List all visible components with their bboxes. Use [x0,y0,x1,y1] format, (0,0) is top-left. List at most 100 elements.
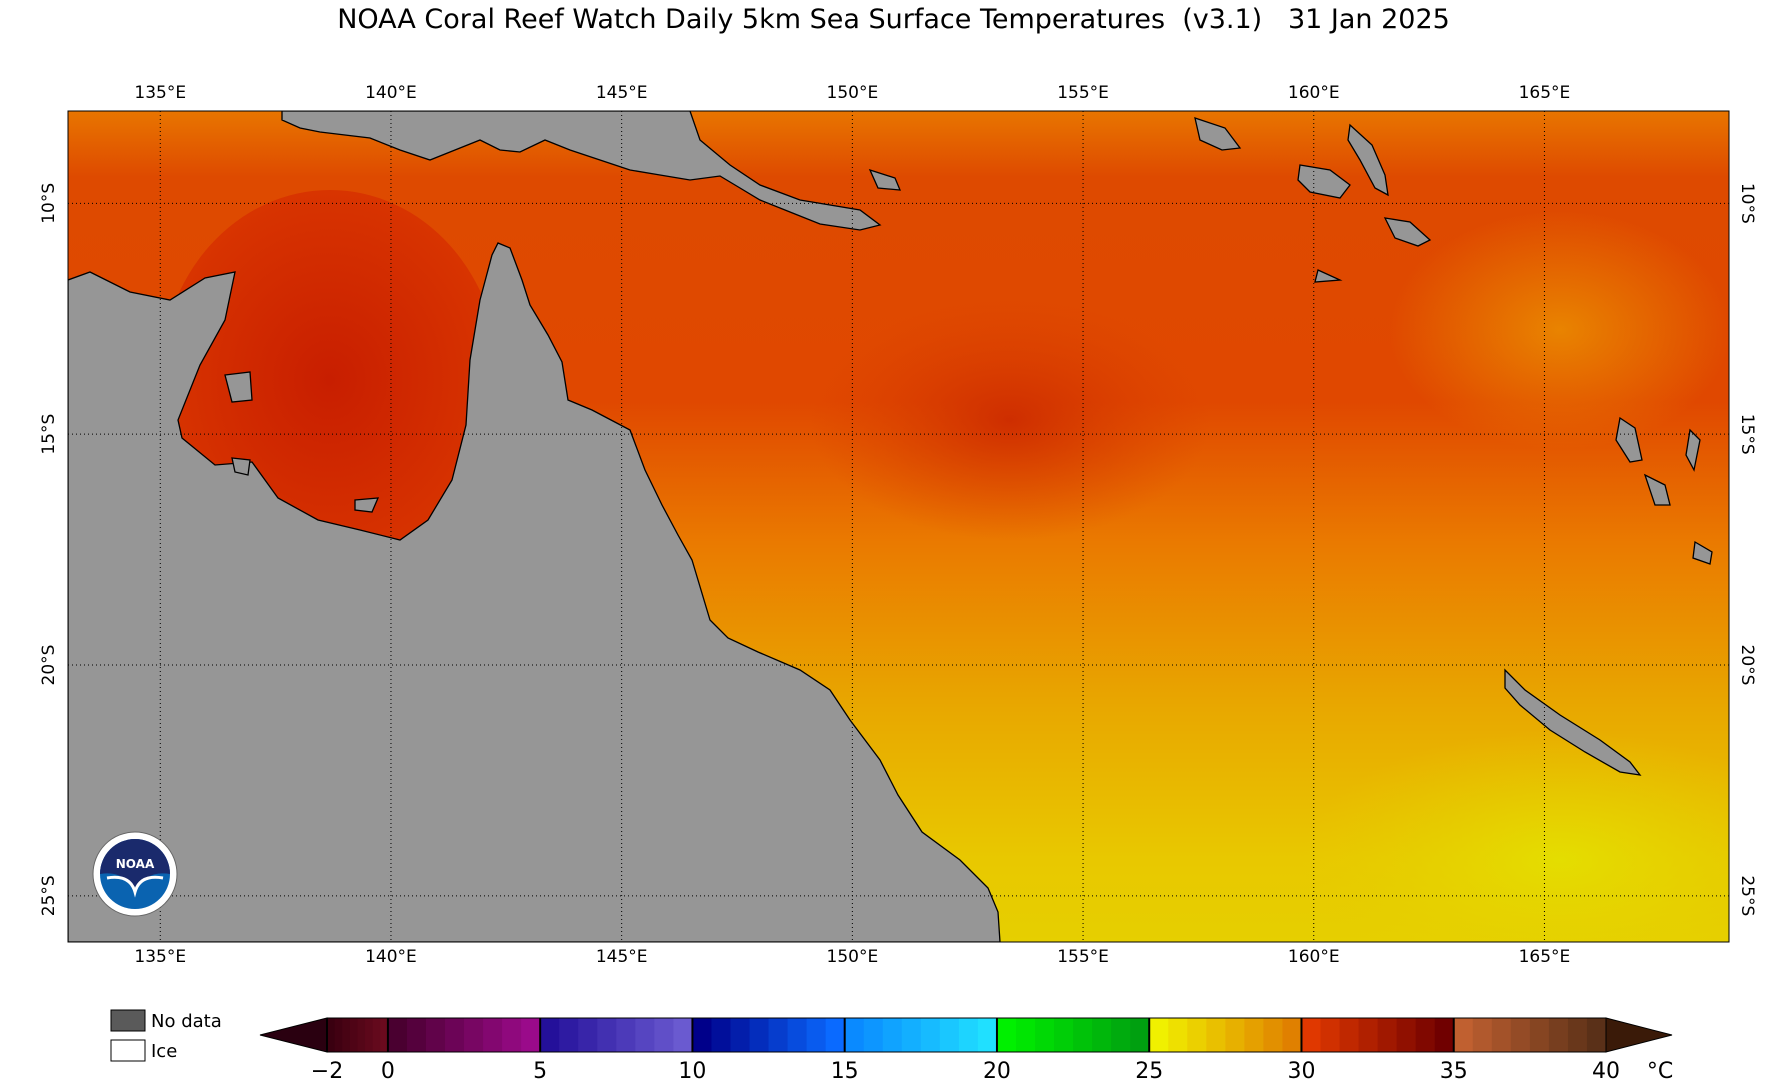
lat-tick-label-right: 20°S [1737,645,1757,686]
colorbar-color-step [863,1018,884,1052]
vanuatu-islands [1615,416,1713,565]
legend-ice: Ice [110,1039,177,1062]
lon-tick-label-bottom: 160°E [1288,947,1340,967]
lon-tick-label-top: 150°E [827,83,879,103]
colorbar-color-step [1377,1018,1398,1052]
map-area [68,111,1729,942]
colorbar-color-step [1054,1018,1074,1052]
colorbar-color-step [901,1018,922,1052]
no-data-swatch [110,1009,146,1032]
lon-tick-label-bottom: 135°E [134,947,186,967]
colorbar-tick-label: 20 [983,1059,1011,1084]
colorbar-color-step [1206,1018,1226,1052]
colorbar-color-step [521,1018,541,1052]
colorbar-over-arrow [1605,1017,1673,1053]
gulf-islands [224,371,380,513]
lon-tick-label-top: 155°E [1057,83,1109,103]
lat-tick-label-left: 20°S [39,645,59,686]
lat-tick-label-right: 15°S [1737,414,1757,455]
colorbar-color-step [616,1018,636,1052]
colorbar-color-step [1320,1018,1341,1052]
colorbar-color-step [483,1018,503,1052]
colorbar-color-step [1472,1018,1493,1052]
lat-tick-label-right: 25°S [1737,875,1757,916]
colorbar-color-step [349,1018,358,1052]
no-data-label: No data [151,1011,222,1032]
colorbar-color-step [1111,1018,1131,1052]
colorbar-color-step [825,1018,846,1052]
colorbar-color-step [1396,1018,1417,1052]
colorbar-color-step [1035,1018,1055,1052]
cooler-anomaly-east [1390,210,1729,450]
lon-tick-label-bottom: 150°E [827,947,879,967]
colorbar-color-step [1453,1018,1474,1052]
colorbar-under-arrow [259,1017,328,1053]
colorbar-color-step [692,1018,712,1052]
colorbar-color-step [1434,1018,1455,1052]
graticule [68,111,1729,942]
colorbar-color-step [1168,1018,1188,1052]
colorbar-color-step [844,1018,865,1052]
lat-tick-label-left: 15°S [39,414,59,455]
colorbar-color-step [387,1018,408,1052]
temperature-colorbar: −2 0 5 10 15 20 25 30 35 40 °C [259,1017,1673,1084]
colorbar-color-step [1301,1018,1322,1052]
colorbar-unit-label: °C [1647,1059,1673,1084]
colorbar-color-step [1225,1018,1245,1052]
colorbar-color-step [1491,1018,1512,1052]
colorbar-color-step [920,1018,941,1052]
lon-tick-label-bottom: 165°E [1519,947,1571,967]
colorbar-color-step [939,1018,960,1052]
colorbar-color-step [327,1018,336,1052]
colorbar-color-step [806,1018,827,1052]
colorbar-tick-label: 10 [678,1059,706,1084]
colorbar-color-step [365,1018,374,1052]
yellow-anomaly-southeast [1300,730,1729,942]
lon-tick-label-bottom: 155°E [1057,947,1109,967]
lon-tick-label-top: 145°E [596,83,648,103]
australia-landmass [68,242,1001,942]
colorbar-color-step [882,1018,903,1052]
lat-tick-label-left: 25°S [39,875,59,916]
colorbar-tick-label: 0 [381,1059,395,1084]
colorbar-color-step [1149,1018,1169,1052]
colorbar-color-step [425,1018,446,1052]
colorbar-color-step [635,1018,655,1052]
colorbar-tick-label: −2 [311,1059,343,1084]
ice-swatch [110,1039,146,1062]
colorbar-color-step [1548,1018,1569,1052]
new-caledonia-landmass [1504,668,1642,776]
lon-tick-label-bottom: 140°E [365,947,417,967]
colorbar-color-step [1415,1018,1436,1052]
noaa-logo-text: NOAA [116,857,155,871]
colorbar-color-step [1015,1018,1036,1052]
colorbar-color-step [1073,1018,1093,1052]
colorbar-color-step [1244,1018,1264,1052]
colorbar-tick-label: 35 [1440,1059,1468,1084]
lat-tick-label-right: 10°S [1737,183,1757,224]
colorbar-color-step [380,1018,389,1052]
colorbar-color-step [1567,1018,1588,1052]
warm-anomaly-coral-sea [810,300,1210,540]
lon-tick-label-bottom: 145°E [596,947,648,967]
colorbar-color-step [996,1018,1017,1052]
colorbar-color-step [1586,1018,1607,1052]
colorbar-color-step [1339,1018,1360,1052]
noaa-logo: NOAA [92,831,178,917]
colorbar-color-step [406,1018,427,1052]
colorbar-color-step [654,1018,674,1052]
legend-no-data: No data [110,1009,222,1032]
colorbar-color-step [787,1018,808,1052]
colorbar-color-step [730,1018,751,1052]
colorbar-tick-label: 5 [533,1059,547,1084]
colorbar-color-step [1130,1018,1150,1052]
colorbar-color-step [711,1018,731,1052]
colorbar-tick-label: 40 [1592,1059,1620,1084]
colorbar-color-step [1263,1018,1283,1052]
colorbar-color-step [673,1018,693,1052]
colorbar-color-step [372,1018,381,1052]
new-guinea-landmass [281,111,882,231]
lon-tick-label-top: 135°E [134,83,186,103]
colorbar-outline [326,1017,1607,1053]
